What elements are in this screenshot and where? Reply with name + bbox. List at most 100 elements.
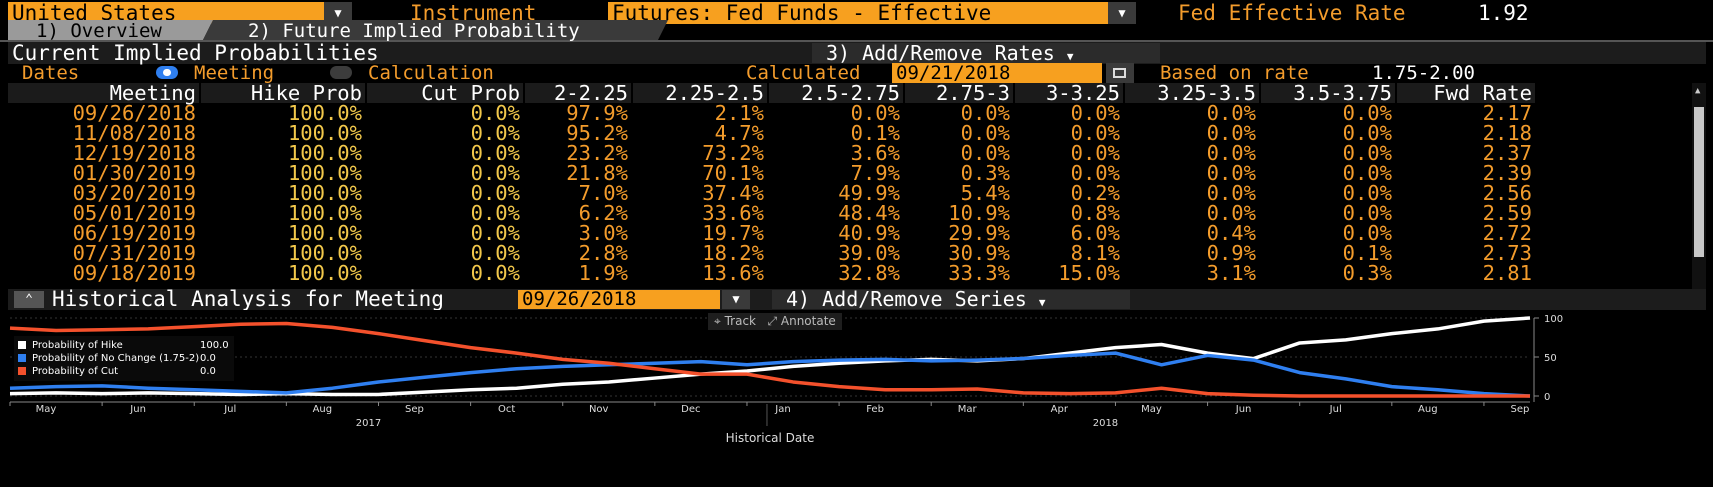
- table-cell: 0.0%: [1014, 163, 1125, 183]
- track-button[interactable]: Track: [724, 314, 756, 328]
- table-cell: 2.72: [1396, 223, 1537, 243]
- x-tick-label: Jul: [1329, 404, 1342, 415]
- rate-value: 1.92: [1478, 1, 1529, 25]
- table-cell: 100.0%: [200, 203, 367, 223]
- table-cell: 7.0%: [524, 183, 633, 203]
- table-cell: 30.9%: [904, 243, 1015, 263]
- year-label: 2018: [1093, 418, 1118, 429]
- table-cell: 5.4%: [904, 183, 1015, 203]
- option-calculation[interactable]: Calculation: [368, 62, 494, 84]
- historical-title: Historical Analysis for Meeting: [52, 287, 444, 311]
- table-cell: 23.2%: [524, 143, 633, 163]
- option-meeting[interactable]: Meeting: [194, 62, 275, 84]
- legend-value-cut: 0.0: [200, 366, 216, 377]
- historical-chart[interactable]: May Jun Jul Aug Sep Oct Nov Dec Jan Feb Mar Apr May J…: [0, 310, 1713, 487]
- tab-overview[interactable]: 1) Overview: [36, 20, 162, 42]
- col-3.5-3.75[interactable]: 3.5-3.75: [1260, 83, 1397, 103]
- country-dropdown-arrow-icon[interactable]: ▼: [324, 2, 352, 24]
- annotate-button[interactable]: Annotate: [780, 314, 836, 328]
- chart-legend: Probability of Hike 100.0 Probability of…: [14, 336, 234, 381]
- table-cell: 4.7%: [632, 123, 769, 143]
- table-cell: 0.8%: [1014, 203, 1125, 223]
- table-cell: 0.0%: [366, 143, 525, 163]
- tab-underline: [0, 40, 1713, 42]
- table-cell: 0.0%: [904, 143, 1015, 163]
- instrument-dropdown[interactable]: Futures: Fed Funds - Effective: [608, 2, 1108, 24]
- col-2-2.25[interactable]: 2-2.25: [524, 83, 633, 103]
- table-cell: 0.3%: [904, 163, 1015, 183]
- table-cell: 0.0%: [904, 123, 1015, 143]
- radio-meeting-icon[interactable]: [156, 66, 178, 79]
- table-cell: 33.3%: [904, 263, 1015, 283]
- table-cell: 0.0%: [1260, 163, 1397, 183]
- collapse-icon[interactable]: ⌃: [14, 291, 44, 308]
- table-row[interactable]: 03/20/2019 100.0% 0.0% 7.0% 37.4% 49.9% 5.4% 0.…: [8, 183, 1537, 203]
- legend-swatch-cut: [18, 367, 26, 375]
- x-tick-label: Aug: [1418, 404, 1438, 415]
- x-axis-label: Historical Date: [726, 431, 815, 445]
- add-remove-series-label: 4) Add/Remove Series: [786, 287, 1027, 311]
- table-cell: 2.17: [1396, 103, 1537, 123]
- col-3.25-3.5[interactable]: 3.25-3.5: [1124, 83, 1261, 103]
- legend-item-cut[interactable]: Probability of Cut 0.0: [14, 365, 234, 378]
- calculated-date-input[interactable]: 09/21/2018: [892, 63, 1102, 83]
- chart-background: [0, 310, 1713, 487]
- track-icon[interactable]: ⌖: [714, 314, 721, 328]
- col-fwd-rate[interactable]: Fwd Rate: [1396, 83, 1537, 103]
- table-row[interactable]: 09/26/2018 100.0% 0.0% 97.9% 2.1% 0.0% 0.0% 0.0…: [8, 103, 1537, 123]
- legend-name-cut: Probability of Cut: [32, 366, 119, 377]
- table-row[interactable]: 05/01/2019 100.0% 0.0% 6.2% 33.6% 48.4% 10.9% 0…: [8, 203, 1537, 223]
- table-cell: 3.1%: [1124, 263, 1261, 283]
- table-cell: 15.0%: [1014, 263, 1125, 283]
- dates-label: Dates: [22, 62, 80, 84]
- col-meeting[interactable]: Meeting: [8, 83, 201, 103]
- x-tick-label: May: [36, 404, 57, 415]
- table-cell: 100.0%: [200, 163, 367, 183]
- x-tick-label: Jun: [1235, 404, 1252, 415]
- table-scrollbar[interactable]: ▲: [1692, 83, 1706, 289]
- table-cell: 18.2%: [632, 243, 769, 263]
- meeting-date-dropdown[interactable]: 09/26/2018: [518, 290, 720, 309]
- meeting-dropdown-arrow-icon[interactable]: ▼: [722, 290, 750, 309]
- table-row[interactable]: 09/18/2019 100.0% 0.0% 1.9% 13.6% 32.8% 33.3% 1…: [8, 263, 1537, 283]
- x-tick-label: Jun: [129, 404, 146, 415]
- y-tick-label: 100: [1544, 314, 1563, 325]
- x-tick-label: Jul: [223, 404, 236, 415]
- table-cell: 0.0%: [1014, 143, 1125, 163]
- probability-table: Meeting Hike Prob Cut Prob 2-2.25 2.25-2…: [8, 83, 1537, 283]
- table-cell: 0.0%: [1260, 123, 1397, 143]
- col-3-3.25[interactable]: 3-3.25: [1014, 83, 1125, 103]
- meeting-date-cell: 09/18/2019: [8, 263, 201, 283]
- table-row[interactable]: 06/19/2019 100.0% 0.0% 3.0% 19.7% 40.9% 29.9% 6…: [8, 223, 1537, 243]
- table-row[interactable]: 01/30/2019 100.0% 0.0% 21.8% 70.1% 7.9% 0.3% 0.…: [8, 163, 1537, 183]
- table-cell: 0.0%: [366, 163, 525, 183]
- x-tick-label: Mar: [958, 404, 978, 415]
- table-row[interactable]: 11/08/2018 100.0% 0.0% 95.2% 4.7% 0.1% 0.0% 0.0…: [8, 123, 1537, 143]
- table-cell: 0.1%: [1260, 243, 1397, 263]
- legend-value-hike: 100.0: [200, 340, 229, 351]
- col-2.25-2.5[interactable]: 2.25-2.5: [632, 83, 769, 103]
- col-2.75-3[interactable]: 2.75-3: [904, 83, 1015, 103]
- table-row[interactable]: 07/31/2019 100.0% 0.0% 2.8% 18.2% 39.0% 30.9% 8…: [8, 243, 1537, 263]
- annotate-icon[interactable]: ⤢: [767, 314, 778, 328]
- scroll-up-icon[interactable]: ▲: [1695, 86, 1701, 96]
- radio-calculation-icon[interactable]: [330, 66, 352, 79]
- col-cut-prob[interactable]: Cut Prob: [366, 83, 525, 103]
- col-2.5-2.75[interactable]: 2.5-2.75: [768, 83, 905, 103]
- table-cell: 0.0%: [366, 203, 525, 223]
- legend-item-nochange[interactable]: Probability of No Change (1.75-2) 0.0: [14, 352, 234, 365]
- table-row[interactable]: 12/19/2018 100.0% 0.0% 23.2% 73.2% 3.6% 0.0% 0.…: [8, 143, 1537, 163]
- add-remove-rates-button[interactable]: 3) Add/Remove Rates ▼: [812, 43, 1160, 63]
- add-remove-series-button[interactable]: 4) Add/Remove Series ▼: [772, 287, 1130, 311]
- calendar-icon[interactable]: [1106, 63, 1134, 83]
- tab-future-implied-probability[interactable]: 2) Future Implied Probability: [248, 20, 580, 42]
- col-hike-prob[interactable]: Hike Prob: [200, 83, 367, 103]
- series-line-0: [9, 316, 1531, 397]
- series-line-1: [9, 351, 1531, 398]
- table-cell: 0.0%: [1260, 143, 1397, 163]
- chevron-down-icon: ▼: [1038, 296, 1046, 309]
- legend-item-hike[interactable]: Probability of Hike 100.0: [14, 339, 234, 352]
- instrument-dropdown-arrow-icon[interactable]: ▼: [1108, 2, 1136, 24]
- scrollbar-thumb[interactable]: [1694, 107, 1704, 257]
- country-dropdown[interactable]: United States: [8, 2, 324, 24]
